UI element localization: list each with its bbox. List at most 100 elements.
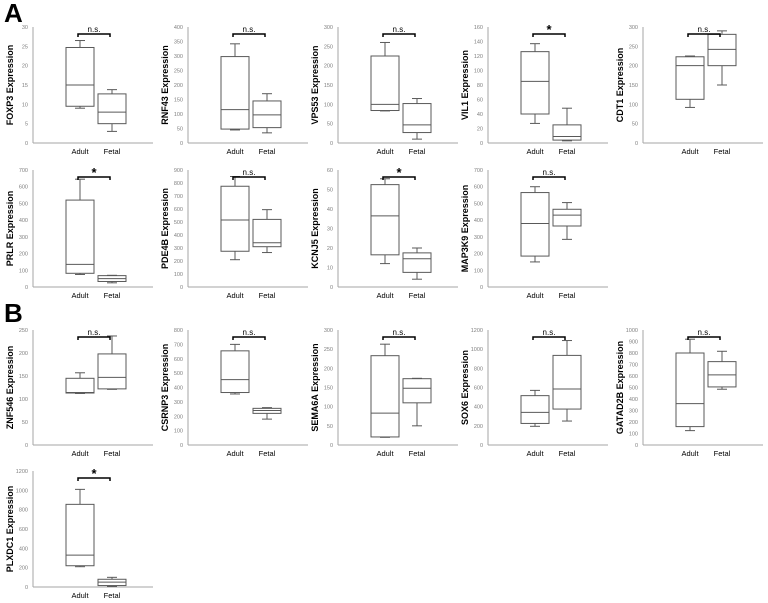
y-tick-label: 300	[474, 235, 483, 241]
box-adult	[520, 389, 550, 427]
y-tick-label: 400	[474, 218, 483, 224]
iqr-box	[65, 199, 95, 274]
y-tick-label: 0	[480, 443, 483, 449]
significance-label: *	[546, 22, 552, 37]
y-tick-label: 100	[324, 405, 333, 411]
box-plot-csrnp3: 0 100 200 300 400 500 600 700 800 CSRNP3 Expressi…	[160, 328, 308, 458]
significance-bracket	[77, 336, 111, 340]
y-tick-label: 150	[629, 83, 638, 89]
y-tick-label: 150	[174, 98, 183, 104]
y-tick-label: 400	[174, 233, 183, 239]
y-tick-label: 0	[635, 443, 638, 449]
y-tick-label: 0	[25, 443, 28, 449]
y-tick-label: 0	[180, 443, 183, 449]
y-tick-label: 100	[174, 272, 183, 278]
box-plot-map3k9: 0 100 200 300 400 500 600 700 MAP3K9 Expression A…	[460, 168, 608, 300]
significance-bracket	[232, 336, 266, 340]
iqr-box	[220, 56, 250, 130]
box-fetal	[552, 202, 582, 240]
y-axis-label: SOX6 Expression	[460, 350, 470, 425]
y-tick-label: 0	[635, 141, 638, 147]
y-tick-label: 1000	[626, 328, 638, 334]
significance-bracket	[77, 477, 111, 481]
y-tick-label: 5	[25, 122, 28, 128]
y-tick-label: 1000	[16, 488, 28, 494]
box-plot-gatad2b: 0 100 200 300 400 500 600 700 800 900 1000 GATAD2B …	[615, 328, 763, 458]
y-tick-label: 300	[174, 246, 183, 252]
x-tick-label: Fetal	[104, 449, 121, 458]
y-tick-label: 100	[629, 432, 638, 438]
y-tick-label: 0	[480, 141, 483, 147]
box-fetal	[97, 89, 127, 132]
y-tick-label: 30	[22, 25, 28, 31]
iqr-box	[370, 55, 400, 112]
y-tick-label: 50	[327, 424, 333, 430]
y-tick-label: 400	[174, 386, 183, 392]
y-axis-label: SEMA6A Expression	[310, 343, 320, 431]
box-fetal	[97, 274, 127, 284]
y-tick-label: 50	[327, 188, 333, 194]
y-tick-label: 600	[19, 527, 28, 533]
iqr-box	[370, 355, 400, 438]
box-adult	[675, 338, 705, 432]
iqr-box	[65, 503, 95, 567]
significance-bracket	[382, 33, 416, 37]
y-tick-label: 300	[324, 25, 333, 31]
iqr-box	[97, 93, 127, 125]
y-tick-label: 200	[629, 64, 638, 70]
box-fetal	[402, 247, 432, 280]
iqr-box	[520, 395, 550, 424]
box-plot-rnf43: 0 50 100 150 200 250 300 350 400 RNF43 Expression…	[160, 25, 308, 156]
y-tick-label: 40	[327, 207, 333, 213]
y-tick-label: 200	[474, 424, 483, 430]
y-tick-label: 500	[19, 201, 28, 207]
box-fetal	[707, 30, 737, 86]
y-tick-label: 700	[474, 168, 483, 174]
significance-label: n.s.	[243, 328, 256, 337]
panel-label-b: B	[4, 298, 23, 328]
x-tick-label: Adult	[226, 291, 244, 300]
box-adult	[520, 43, 550, 124]
x-tick-label: Fetal	[409, 147, 426, 156]
box-adult	[520, 186, 550, 263]
box-fetal	[707, 350, 737, 390]
box-adult	[675, 55, 705, 108]
y-tick-label: 900	[629, 340, 638, 346]
x-tick-label: Fetal	[259, 291, 276, 300]
y-axis-label: PLXDC1 Expression	[5, 486, 15, 573]
box-adult	[220, 343, 250, 395]
y-tick-label: 600	[174, 357, 183, 363]
significance-label: *	[91, 466, 97, 481]
y-tick-label: 250	[19, 328, 28, 334]
iqr-box	[675, 56, 705, 100]
y-tick-label: 300	[174, 400, 183, 406]
y-tick-label: 200	[324, 366, 333, 372]
y-tick-label: 200	[19, 351, 28, 357]
y-tick-label: 50	[177, 127, 183, 133]
y-axis-label: RNF43 Expression	[160, 45, 170, 125]
x-tick-label: Fetal	[104, 291, 121, 300]
box-plot-znf546: 0 50 100 150 200 250 ZNF546 Expression Adult Fet…	[5, 328, 153, 458]
iqr-box	[402, 378, 432, 404]
y-tick-label: 400	[174, 25, 183, 31]
y-tick-label: 20	[327, 246, 333, 252]
iqr-box	[707, 33, 737, 67]
box-adult	[370, 41, 400, 112]
y-tick-label: 60	[477, 98, 483, 104]
iqr-box	[97, 353, 127, 390]
y-tick-label: 200	[324, 64, 333, 70]
x-tick-label: Fetal	[104, 147, 121, 156]
box-plot-plxdc1: 0 200 400 600 800 1000 1200 PLXDC1 Expression Ad…	[5, 466, 153, 600]
iqr-box	[370, 184, 400, 256]
y-tick-label: 500	[629, 386, 638, 392]
box-adult	[370, 343, 400, 438]
y-tick-label: 150	[19, 374, 28, 380]
y-axis-label: MAP3K9 Expression	[460, 185, 470, 273]
y-tick-label: 200	[19, 252, 28, 258]
y-tick-label: 400	[629, 397, 638, 403]
y-axis-label: CDT1 Expression	[615, 48, 625, 123]
significance-bracket	[532, 33, 566, 37]
x-tick-label: Adult	[526, 449, 544, 458]
y-tick-label: 100	[474, 69, 483, 75]
